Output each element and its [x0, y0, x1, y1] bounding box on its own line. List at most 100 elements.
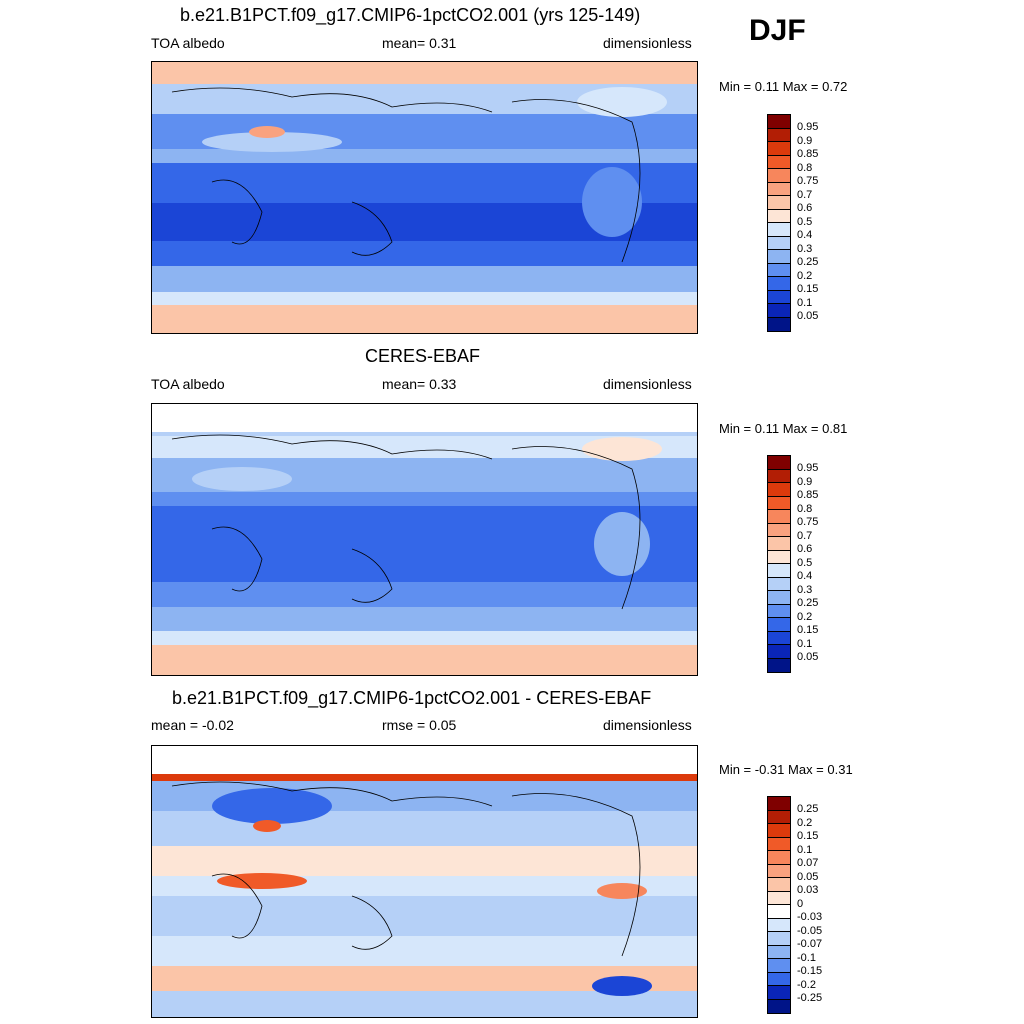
colorbar-swatch	[768, 837, 790, 851]
colorbar-tick-label: 0.05	[797, 651, 819, 663]
colorbar-swatch	[768, 550, 790, 564]
panel-diff-rmse: rmse = 0.05	[382, 717, 457, 733]
colorbar-tick-label: 0.9	[797, 476, 813, 488]
colorbar-swatch	[768, 645, 790, 659]
panel-obs-map	[151, 403, 698, 676]
colorbar-swatch	[768, 959, 790, 973]
colorbar-swatch	[768, 523, 790, 537]
colorbar-swatch	[768, 631, 790, 645]
colorbar-tick-label: 0.4	[797, 570, 813, 582]
colorbar-swatch	[768, 577, 790, 591]
panel-diff-title: b.e21.B1PCT.f09_g17.CMIP6-1pctCO2.001 - …	[172, 688, 652, 708]
panel-model-units: dimensionless	[603, 35, 692, 51]
colorbar-swatch	[768, 317, 790, 331]
colorbar-swatch	[768, 209, 790, 223]
panel-model-colorbar	[767, 114, 791, 332]
colorbar-tick-label: 0.85	[797, 148, 819, 160]
colorbar-tick-label: 0.95	[797, 462, 819, 474]
colorbar-swatch	[768, 658, 790, 672]
panel-diff-minmax: Min = -0.31 Max = 0.31	[719, 762, 853, 777]
colorbar-tick-label: 0.05	[797, 871, 819, 883]
colorbar-swatch	[768, 618, 790, 632]
colorbar-swatch	[768, 864, 790, 878]
colorbar-swatch	[768, 290, 790, 304]
colorbar-swatch	[768, 115, 790, 129]
colorbar-swatch	[768, 604, 790, 618]
colorbar-swatch	[768, 564, 790, 578]
panel-model-title: b.e21.B1PCT.f09_g17.CMIP6-1pctCO2.001 (y…	[180, 5, 641, 25]
panel-model-minmax: Min = 0.11 Max = 0.72	[719, 79, 848, 94]
colorbar-swatch	[768, 469, 790, 483]
colorbar-swatch	[768, 169, 790, 183]
colorbar-tick-label: 0.2	[797, 817, 813, 829]
colorbar-swatch	[768, 824, 790, 838]
panel-obs-title: CERES-EBAF	[365, 346, 481, 366]
colorbar-tick-label: 0.85	[797, 489, 819, 501]
colorbar-swatch	[768, 851, 790, 865]
colorbar-swatch	[768, 999, 790, 1013]
colorbar-swatch	[768, 878, 790, 892]
colorbar-swatch	[768, 483, 790, 497]
colorbar-tick-label: 0	[797, 898, 804, 910]
colorbar-swatch	[768, 891, 790, 905]
colorbar-tick-label: 0.2	[797, 270, 813, 282]
colorbar-tick-label: 0.25	[797, 597, 819, 609]
colorbar-swatch	[768, 128, 790, 142]
colorbar-tick-label: -0.07	[797, 938, 823, 950]
colorbar-swatch	[768, 797, 790, 811]
colorbar-swatch	[768, 304, 790, 318]
colorbar-swatch	[768, 223, 790, 237]
colorbar-swatch	[768, 510, 790, 524]
colorbar-swatch	[768, 918, 790, 932]
colorbar-swatch	[768, 263, 790, 277]
colorbar-swatch	[768, 932, 790, 946]
colorbar-tick-label: 0.75	[797, 516, 819, 528]
colorbar-tick-label: -0.1	[797, 952, 816, 964]
colorbar-tick-label: 0.07	[797, 857, 819, 869]
colorbar-tick-label: -0.2	[797, 979, 816, 991]
colorbar-tick-label: 0.9	[797, 135, 813, 147]
colorbar-swatch	[768, 236, 790, 250]
colorbar-tick-label: -0.05	[797, 925, 823, 937]
colorbar-swatch	[768, 277, 790, 291]
panel-diff-units: dimensionless	[603, 717, 692, 733]
colorbar-tick-label: 0.3	[797, 243, 813, 255]
colorbar-tick-label: 0.25	[797, 803, 819, 815]
colorbar-swatch	[768, 905, 790, 919]
colorbar-tick-label: 0.8	[797, 162, 813, 174]
panel-diff-colorbar	[767, 796, 791, 1014]
season-label: DJF	[749, 14, 806, 47]
panel-obs-colorbar	[767, 455, 791, 673]
colorbar-tick-label: 0.15	[797, 830, 819, 842]
colorbar-tick-label: 0.03	[797, 884, 819, 896]
colorbar-swatch	[768, 986, 790, 1000]
colorbar-swatch	[768, 496, 790, 510]
panel-diff-map	[151, 745, 698, 1018]
colorbar-tick-label: -0.03	[797, 911, 823, 923]
colorbar-swatch	[768, 456, 790, 470]
colorbar-tick-label: -0.15	[797, 965, 823, 977]
colorbar-tick-label: 0.75	[797, 175, 819, 187]
colorbar-swatch	[768, 155, 790, 169]
colorbar-swatch	[768, 537, 790, 551]
colorbar-swatch	[768, 810, 790, 824]
colorbar-tick-label: 0.3	[797, 584, 813, 596]
panel-obs-variable: TOA albedo	[151, 376, 225, 392]
colorbar-tick-label: 0.7	[797, 530, 813, 542]
colorbar-tick-label: 0.1	[797, 297, 813, 309]
panel-model-variable: TOA albedo	[151, 35, 225, 51]
colorbar-swatch	[768, 972, 790, 986]
colorbar-tick-label: 0.25	[797, 256, 819, 268]
colorbar-swatch	[768, 945, 790, 959]
colorbar-tick-label: 0.2	[797, 611, 813, 623]
colorbar-tick-label: 0.4	[797, 229, 813, 241]
colorbar-tick-label: 0.7	[797, 189, 813, 201]
colorbar-tick-label: 0.8	[797, 503, 813, 515]
colorbar-tick-label: 0.15	[797, 624, 819, 636]
panel-model-mean: mean= 0.31	[382, 35, 457, 51]
panel-obs-minmax: Min = 0.11 Max = 0.81	[719, 421, 848, 436]
colorbar-tick-label: 0.15	[797, 283, 819, 295]
colorbar-tick-label: 0.1	[797, 844, 813, 856]
panel-diff-mean: mean = -0.02	[151, 717, 234, 733]
colorbar-swatch	[768, 142, 790, 156]
